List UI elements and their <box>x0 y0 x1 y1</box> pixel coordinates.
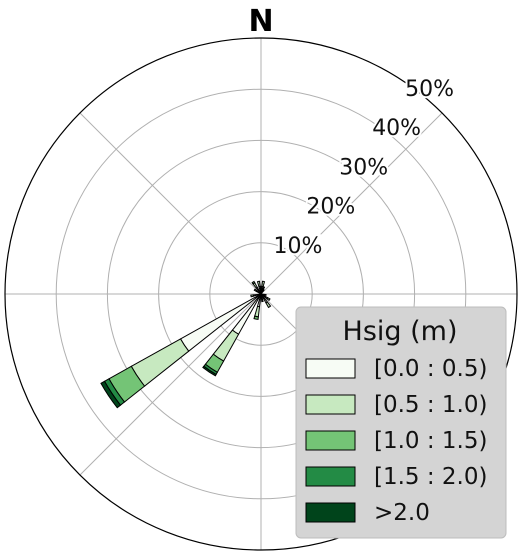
legend-label: [0.0 : 0.5) <box>374 356 487 382</box>
ring-label: 20% <box>306 195 355 220</box>
petal-segment <box>253 288 258 293</box>
petal-segment <box>253 315 259 320</box>
petal-segment <box>265 301 272 309</box>
petal-segment <box>261 280 266 288</box>
legend-swatch <box>305 358 356 379</box>
legend-label: >2.0 <box>374 500 430 526</box>
legend-swatch <box>305 502 356 523</box>
petal-segment <box>266 297 271 302</box>
grid-spoke <box>79 112 262 295</box>
petal-segment <box>100 380 122 409</box>
ring-label: 10% <box>273 234 322 259</box>
petal-segment <box>264 293 267 297</box>
outer-ring <box>4 37 518 551</box>
legend-swatch <box>305 466 356 487</box>
petal-segment <box>130 338 190 387</box>
ring-label: 30% <box>339 155 388 180</box>
grid-ring <box>55 88 467 500</box>
grid-spoke <box>79 293 262 476</box>
petal-segment <box>254 305 261 318</box>
legend-swatch <box>305 394 356 415</box>
grid-ring <box>209 242 313 346</box>
grid-ring <box>106 139 416 449</box>
grid-spoke <box>260 112 443 295</box>
petals <box>100 280 272 409</box>
petal-segment <box>251 280 256 285</box>
ring-label: 40% <box>372 116 421 141</box>
petal-segment <box>262 288 265 292</box>
legend-label: [0.5 : 1.0) <box>374 392 487 418</box>
legend-swatch <box>305 430 356 451</box>
legend: Hsig (m) [0.0 : 0.5) [0.5 : 1.0) [1.0 : 1.5… <box>295 306 507 539</box>
legend-label: [1.5 : 2.0) <box>374 464 487 490</box>
petal-segment <box>261 298 264 303</box>
petal-segment <box>261 286 266 291</box>
north-label: N <box>248 4 273 39</box>
radial-tick-labels: 10% 20% 30% 40% 50% <box>271 75 456 261</box>
grid-ring <box>158 191 364 397</box>
polar-grid <box>4 37 518 551</box>
petal-segment <box>179 293 262 352</box>
petal-segment <box>256 280 261 288</box>
petal-segment <box>250 294 255 298</box>
ring-label: 50% <box>405 77 454 102</box>
legend-label: [1.0 : 1.5) <box>374 428 487 454</box>
petal-segment <box>202 365 217 377</box>
legend-title: Hsig (m) <box>343 316 458 347</box>
